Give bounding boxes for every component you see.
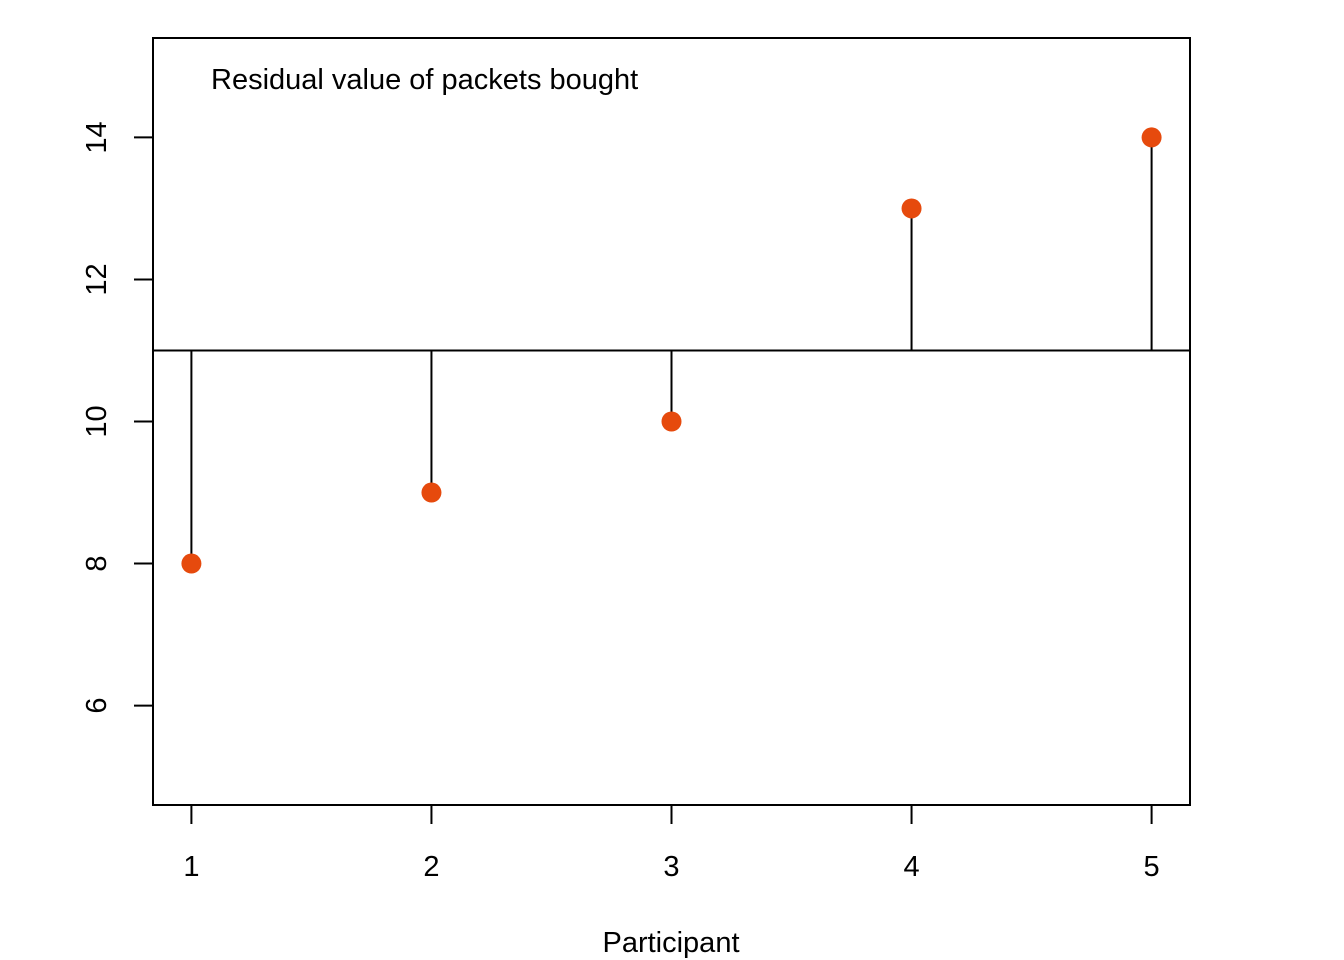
y-tick-label-8: 8 [81, 555, 113, 571]
x-tick-label-2: 2 [423, 851, 439, 883]
data-point-4 [901, 198, 922, 219]
x-tick-label-1: 1 [183, 851, 199, 883]
data-point-5 [1141, 127, 1162, 148]
y-tick-label-6: 6 [81, 698, 113, 714]
y-tick-label-14: 14 [81, 121, 113, 153]
data-point-3 [661, 411, 682, 432]
data-point-2 [421, 482, 442, 503]
x-axis-title: Participant [602, 927, 739, 959]
x-tick-label-5: 5 [1144, 851, 1160, 883]
residual-stems [190, 137, 1153, 564]
y-axis: 6 8 10 12 14 [81, 121, 153, 714]
y-tick-label-12: 12 [81, 263, 113, 295]
data-point-1 [181, 553, 202, 574]
data-points [181, 127, 1162, 574]
plot-annotation: Residual value of packets bought [211, 64, 638, 96]
x-tick-label-4: 4 [903, 851, 919, 883]
x-tick-label-3: 3 [663, 851, 679, 883]
x-axis: 1 2 3 4 5 [183, 805, 1160, 883]
y-tick-label-10: 10 [81, 405, 113, 437]
